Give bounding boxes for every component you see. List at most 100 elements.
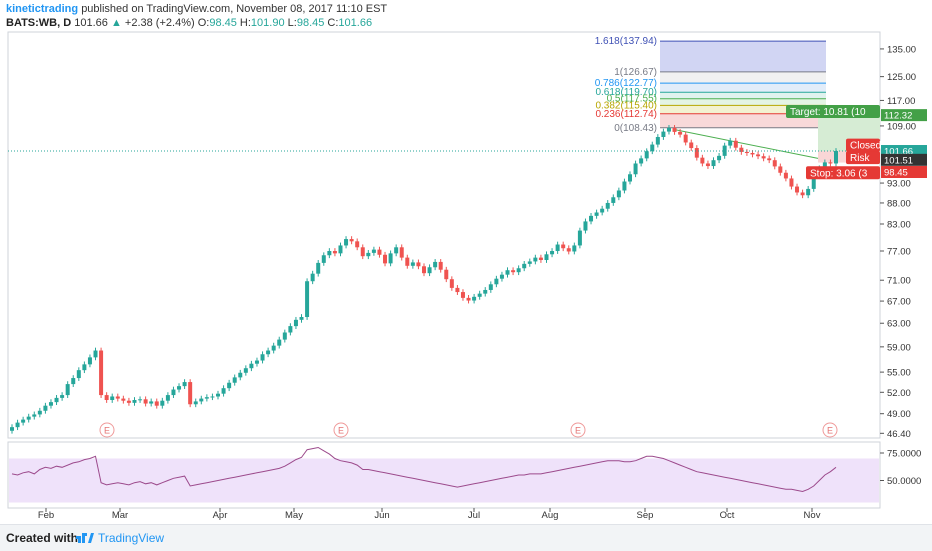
candle [310, 273, 315, 282]
fib-level-label: 0.786(122.77) [595, 78, 657, 89]
candle [48, 402, 53, 406]
open-value: 98.45 [209, 17, 237, 29]
price-tick-label: 49.00 [887, 409, 911, 420]
earnings-circle [822, 422, 838, 438]
earnings-marker[interactable]: E [99, 422, 115, 438]
chart-canvas[interactable]: 135.00 125.00 117.00 109.00 93.00 88.00 83.00 7… [0, 0, 932, 524]
candle [756, 154, 761, 157]
candle [499, 274, 504, 279]
fib-zone [660, 98, 826, 106]
candle [689, 142, 694, 149]
candle [266, 350, 271, 355]
earnings-marker[interactable]: E [822, 422, 838, 438]
candle [589, 215, 594, 222]
fib-level-label: 0.382(115.40) [595, 100, 657, 111]
candle [360, 247, 365, 257]
candle [282, 332, 287, 340]
candle [216, 393, 220, 397]
candle [277, 339, 282, 346]
price-tag-bg [881, 166, 927, 179]
candle [99, 350, 104, 396]
price-tick-label: 93.00 [887, 179, 911, 190]
candle [260, 354, 265, 361]
time-tick-label: Apr [213, 510, 228, 521]
candle [355, 241, 360, 248]
candle [577, 230, 582, 246]
candle [54, 397, 59, 403]
earnings-marker[interactable]: E [570, 422, 586, 438]
price-tag-text: 101.66 [884, 147, 913, 158]
candle [772, 160, 777, 167]
candle [193, 401, 198, 405]
candle [293, 319, 298, 327]
symbol-label[interactable]: BATS:WB, D [6, 17, 72, 29]
candle [160, 400, 165, 406]
fib-level-label: 0.236(112.74) [595, 109, 657, 120]
candle [527, 261, 532, 264]
target-label[interactable]: Target: 10.81 (10 [786, 105, 880, 119]
candle [71, 378, 76, 385]
candle [822, 162, 827, 169]
candle [683, 134, 688, 143]
fib-level-label: 0.5(117.55) [607, 94, 657, 105]
risk-label[interactable]: Risk [846, 151, 880, 165]
price-tick-label: 135.00 [887, 44, 916, 55]
tradingview-logo[interactable]: TradingView [76, 531, 164, 545]
open-label: O: [197, 17, 210, 29]
price-tick-label: 88.00 [887, 198, 911, 209]
closed-label[interactable]: Closed [846, 138, 881, 152]
candle [344, 239, 349, 246]
candle [93, 350, 98, 358]
earnings-marker[interactable]: E [333, 422, 349, 438]
candle [177, 386, 182, 390]
candle [533, 257, 538, 262]
candle [744, 151, 749, 154]
price-tick-label: 109.00 [887, 121, 916, 132]
trendline[interactable] [675, 129, 819, 159]
candle [243, 368, 248, 373]
candle [60, 395, 65, 398]
label-text: Target: 10.81 (10 [790, 107, 866, 118]
time-tick-label: May [285, 510, 303, 521]
candle [132, 399, 137, 403]
price-tag-bg [881, 153, 927, 166]
candle [678, 131, 683, 135]
candle [21, 419, 26, 423]
candle [165, 395, 170, 401]
price-tag-text: 112.32 [884, 111, 912, 122]
fib-zone [660, 105, 826, 114]
price-tick-label: 55.00 [887, 368, 911, 379]
candle [466, 297, 471, 301]
price-tick-label: 117.00 [887, 96, 915, 107]
rsi-line[interactable] [11, 446, 837, 493]
price-axis[interactable]: 135.00 125.00 117.00 109.00 93.00 88.00 83.00 7… [880, 44, 921, 487]
candle [416, 262, 421, 267]
candle [422, 266, 426, 274]
time-axis[interactable]: Feb Mar Apr May Jun Jul Aug Sep Oct Nov [38, 508, 821, 521]
candle [633, 163, 638, 175]
candle [488, 284, 493, 290]
candle [438, 261, 443, 270]
earnings-marker-label: E [827, 426, 833, 436]
label-text: Risk [850, 153, 870, 164]
candle [711, 160, 716, 167]
price-tag-bg [881, 109, 927, 122]
candle [538, 257, 543, 261]
time-tick-label: Nov [804, 510, 821, 521]
candle [828, 162, 833, 164]
stop-label[interactable]: Stop: 3.06 (3 [806, 166, 880, 180]
candle [371, 249, 376, 253]
price-tick-label: 63.00 [887, 319, 911, 330]
candle [271, 345, 276, 351]
time-tick-label: Jul [468, 510, 480, 521]
time-tick-label: Jun [374, 510, 389, 521]
candle [605, 202, 610, 209]
fib-level-label: 0(108.43) [614, 123, 657, 134]
earnings-marker-label: E [338, 426, 344, 436]
candle [405, 257, 410, 266]
label-bg [846, 151, 880, 165]
price-tag-text: 98.45 [884, 168, 908, 179]
candle [15, 422, 20, 428]
author-link[interactable]: kinetictrading [6, 3, 79, 15]
price-tick-label: 77.00 [887, 247, 911, 258]
